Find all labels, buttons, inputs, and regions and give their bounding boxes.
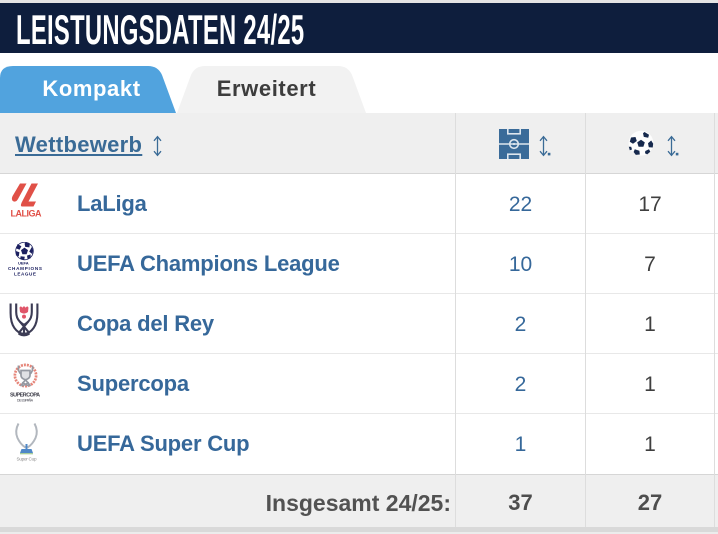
svg-text:Super Cup: Super Cup xyxy=(17,457,37,462)
svg-text:LEAGUE: LEAGUE xyxy=(14,272,36,277)
svg-text:LALIGA: LALIGA xyxy=(11,209,43,219)
svg-text:UEFA: UEFA xyxy=(18,261,29,266)
svg-text:DE ESPAÑA: DE ESPAÑA xyxy=(17,398,34,403)
svg-text:CHAMPIONS: CHAMPIONS xyxy=(8,266,42,271)
svg-text:SUPERCOPA: SUPERCOPA xyxy=(10,393,40,399)
